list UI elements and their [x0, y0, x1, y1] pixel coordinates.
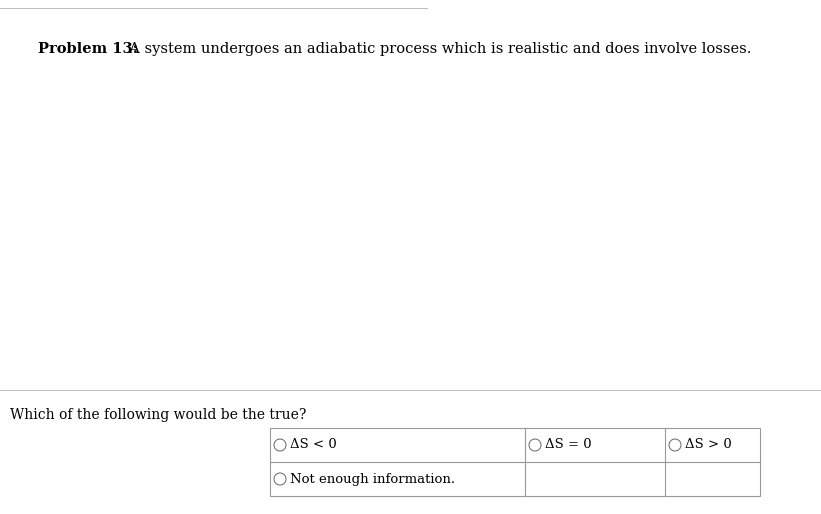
Text: Not enough information.: Not enough information. [290, 472, 455, 486]
Text: ΔS < 0: ΔS < 0 [290, 438, 337, 451]
Text: Which of the following would be the true?: Which of the following would be the true… [10, 408, 306, 422]
Text: A system undergoes an adiabatic process which is realistic and does involve loss: A system undergoes an adiabatic process … [120, 42, 751, 56]
Text: Problem 13:: Problem 13: [38, 42, 138, 56]
Bar [270, 428, 760, 496]
Text: ΔS > 0: ΔS > 0 [685, 438, 732, 451]
Text: ΔS = 0: ΔS = 0 [545, 438, 592, 451]
